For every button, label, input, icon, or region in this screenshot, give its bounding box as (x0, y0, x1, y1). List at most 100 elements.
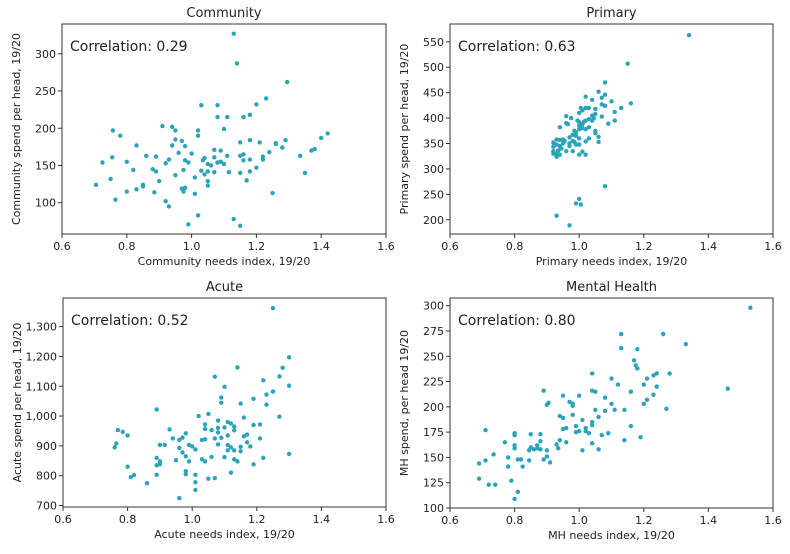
data-point (567, 399, 572, 404)
data-point (609, 376, 614, 381)
data-point (599, 95, 605, 100)
data-point (577, 110, 582, 116)
data-point (163, 161, 168, 166)
data-point (173, 137, 178, 142)
x-tick-label: 0.6 (53, 240, 71, 253)
data-point (554, 137, 559, 142)
data-point (559, 146, 564, 151)
x-tick-label: 0.6 (441, 514, 459, 527)
data-point (212, 147, 217, 153)
data-point (202, 437, 208, 442)
data-point (564, 425, 569, 431)
data-point (170, 436, 176, 441)
data-point (219, 435, 224, 441)
data-point (486, 482, 491, 487)
data-point (583, 139, 588, 144)
data-point (612, 109, 617, 115)
data-point (134, 187, 139, 192)
data-point (154, 407, 159, 412)
data-point (218, 148, 223, 153)
data-point (215, 425, 221, 431)
data-point (554, 142, 559, 147)
data-point (125, 464, 130, 469)
data-point (254, 102, 259, 107)
y-tick-label: 900 (36, 440, 57, 453)
data-point (225, 442, 230, 448)
data-point (154, 472, 159, 478)
data-point (483, 458, 488, 463)
data-point (618, 345, 624, 351)
data-point (215, 102, 220, 108)
y-axis-label: Community spend per head, 19/20 (10, 33, 23, 225)
data-point (651, 373, 656, 378)
data-point (166, 204, 172, 209)
data-point (606, 430, 611, 436)
data-point (538, 431, 543, 437)
data-point (180, 435, 185, 440)
data-point (683, 341, 688, 347)
data-point (554, 213, 559, 218)
data-point (505, 464, 511, 469)
y-tick-label: 700 (36, 500, 57, 513)
x-tick-label: 1.2 (248, 240, 266, 253)
data-point (199, 457, 205, 462)
y-tick-label: 100 (35, 197, 56, 210)
data-point (660, 331, 666, 337)
data-point (202, 155, 207, 161)
data-point (270, 389, 276, 394)
data-point (261, 455, 266, 461)
data-point (586, 105, 592, 111)
data-point (202, 172, 207, 177)
data-point (564, 148, 569, 154)
data-point (564, 440, 569, 445)
y-tick-label: 150 (423, 451, 444, 464)
data-point (551, 151, 556, 156)
y-tick-label: 200 (35, 122, 56, 135)
data-point (186, 459, 192, 464)
data-point (202, 459, 208, 464)
data-point (512, 432, 517, 438)
x-tick-label: 0.8 (119, 513, 137, 526)
data-point (152, 190, 157, 195)
data-point (586, 125, 592, 130)
x-tick-label: 1.6 (764, 240, 782, 253)
data-point (602, 395, 608, 400)
data-point (286, 383, 292, 388)
y-axis-label: Primary spend per head, 19/20 (398, 44, 411, 215)
data-point (580, 126, 585, 131)
data-point (520, 464, 525, 469)
data-point (596, 139, 601, 145)
data-point (596, 134, 601, 140)
data-point (568, 115, 574, 121)
x-tick-label: 1.6 (764, 514, 782, 527)
panel-mental-health: 0.6 0.8 1.0 1.2 1.4 1.6 100 125 150 175 200 225 250 2… (398, 280, 782, 542)
y-tick-label: 1,100 (26, 380, 58, 393)
data-point (280, 145, 285, 150)
y-tick-label: 250 (423, 188, 444, 201)
data-point (182, 158, 188, 163)
data-point (578, 105, 584, 111)
data-point (612, 407, 617, 413)
x-tick-label: 1.6 (377, 240, 395, 253)
data-point (181, 167, 186, 173)
x-tick-label: 1.6 (377, 513, 395, 526)
data-point (176, 150, 181, 156)
data-point (483, 427, 488, 433)
data-point (551, 140, 556, 145)
data-point (215, 442, 221, 447)
data-point (261, 378, 266, 383)
data-point (654, 371, 659, 376)
data-point (515, 457, 521, 462)
data-point (567, 135, 572, 140)
data-point (573, 423, 579, 429)
data-point (644, 397, 650, 402)
data-point (110, 128, 116, 133)
data-point (157, 462, 163, 467)
plot-frame (62, 297, 387, 508)
data-point (209, 454, 214, 460)
data-point (238, 444, 243, 449)
data-point (491, 452, 496, 457)
y-tick-label: 350 (423, 137, 444, 150)
data-point (284, 79, 290, 85)
data-point (267, 149, 272, 155)
